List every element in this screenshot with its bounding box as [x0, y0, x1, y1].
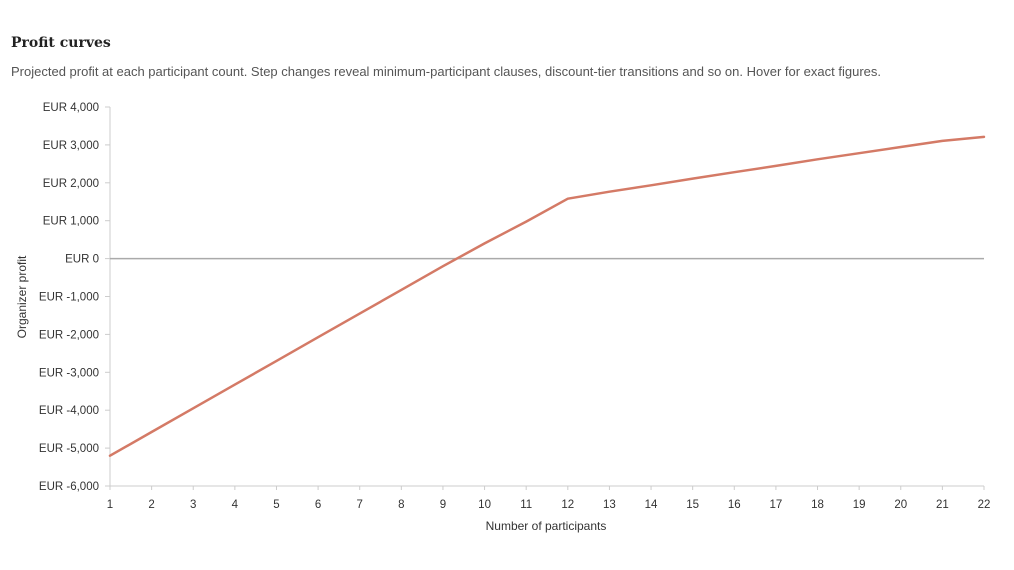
data-point[interactable]	[687, 173, 699, 185]
y-tick-label: EUR -6,000	[39, 481, 99, 493]
y-tick-label: EUR -1,000	[39, 292, 99, 304]
x-tick-label: 6	[315, 499, 321, 511]
x-tick-label: 13	[603, 499, 616, 511]
x-tick-label: 8	[398, 499, 404, 511]
x-tick-label: 14	[645, 499, 658, 511]
data-point[interactable]	[770, 160, 782, 172]
data-point[interactable]	[728, 166, 740, 178]
data-point[interactable]	[853, 147, 865, 159]
x-tick-label: 22	[978, 499, 991, 511]
x-tick-label: 2	[148, 499, 154, 511]
x-tick-label: 15	[686, 499, 699, 511]
y-tick-label: EUR 2,000	[43, 178, 99, 190]
y-axis-title: Organizer profit	[15, 255, 29, 338]
data-point[interactable]	[146, 426, 158, 438]
x-tick-label: 10	[478, 499, 491, 511]
data-point[interactable]	[354, 308, 366, 320]
data-point[interactable]	[936, 135, 948, 147]
y-tick-label: EUR -4,000	[39, 405, 99, 417]
data-point[interactable]	[395, 284, 407, 296]
x-tick-label: 20	[894, 499, 907, 511]
data-point[interactable]	[229, 379, 241, 391]
profit-line[interactable]	[108, 135, 986, 457]
x-tick-label: 5	[273, 499, 279, 511]
y-tick-label: EUR 0	[65, 254, 99, 266]
data-point[interactable]	[812, 153, 824, 165]
x-tick-label: 12	[561, 499, 574, 511]
y-axis: EUR 4,000 EUR 3,000 EUR 2,000 EUR 1,000 EUR …	[39, 102, 111, 493]
x-tick-label: 1	[107, 499, 113, 511]
x-axis-title: Number of participants	[486, 519, 607, 533]
data-point[interactable]	[895, 141, 907, 153]
data-point[interactable]	[562, 193, 574, 205]
x-tick-label: 18	[811, 499, 824, 511]
data-point[interactable]	[603, 186, 615, 198]
data-point[interactable]	[104, 450, 116, 462]
x-tick-label: 9	[440, 499, 446, 511]
plot-area[interactable]	[104, 131, 990, 462]
data-point[interactable]	[479, 237, 491, 249]
chart-subtitle: Projected profit at each participant cou…	[11, 64, 881, 79]
x-tick-label: 4	[232, 499, 239, 511]
y-tick-label: EUR 3,000	[43, 140, 99, 152]
x-tick-label: 21	[936, 499, 949, 511]
x-tick-label: 7	[357, 499, 363, 511]
y-tick-label: EUR -3,000	[39, 367, 99, 379]
data-point[interactable]	[645, 179, 657, 191]
data-point[interactable]	[978, 131, 990, 143]
x-tick-label: 3	[190, 499, 196, 511]
x-tick-label: 16	[728, 499, 741, 511]
y-tick-label: EUR 1,000	[43, 216, 99, 228]
y-tick-label: EUR -5,000	[39, 443, 99, 455]
x-tick-label: 17	[770, 499, 783, 511]
y-tick-label: EUR -2,000	[39, 329, 99, 341]
chart-title: Profit curves	[11, 35, 111, 51]
data-point[interactable]	[312, 331, 324, 343]
data-point[interactable]	[437, 260, 449, 272]
data-point[interactable]	[187, 402, 199, 414]
x-tick-label: 19	[853, 499, 866, 511]
y-tick-label: EUR 4,000	[43, 102, 99, 114]
data-point[interactable]	[520, 216, 532, 228]
data-point[interactable]	[270, 355, 282, 367]
x-tick-label: 11	[520, 499, 532, 511]
x-axis: 1 2 3 4 5 6 7 8 9 10 11 12 13 14 15 16 17 18 19 20 21 22	[107, 485, 991, 511]
